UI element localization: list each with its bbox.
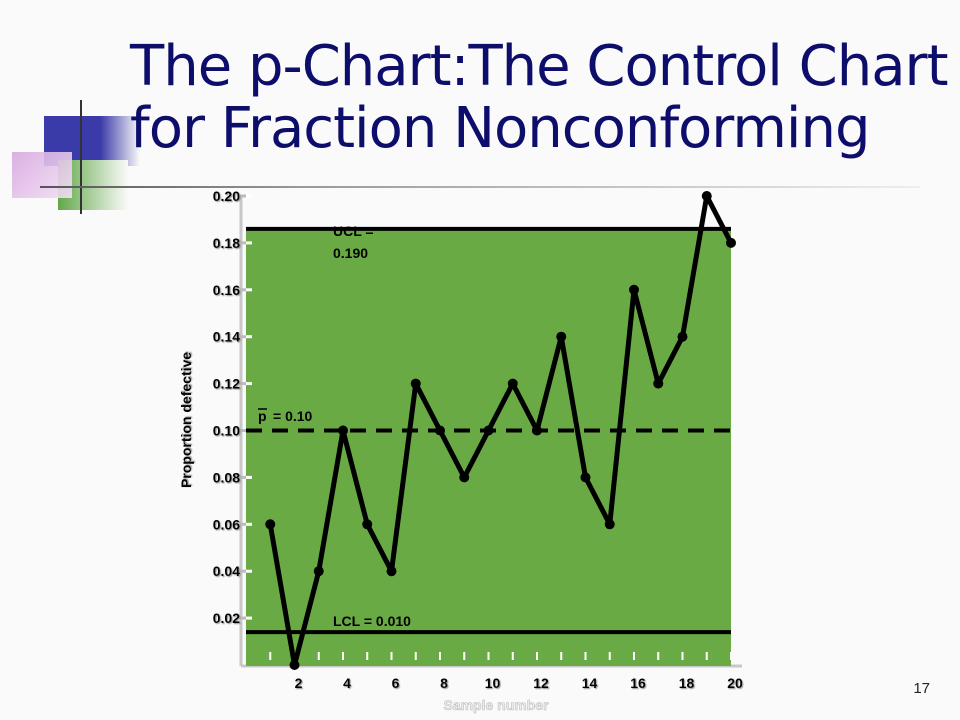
data-point xyxy=(483,425,494,436)
page-number: 17 xyxy=(913,680,930,697)
x-tick-label: 4 xyxy=(343,675,351,691)
data-point xyxy=(313,566,324,577)
center-label: p = 0.10 xyxy=(258,408,313,424)
decor-horizontal-rule xyxy=(40,186,920,188)
data-point xyxy=(556,331,567,342)
data-point xyxy=(386,566,397,577)
x-tick-label: 8 xyxy=(440,675,448,691)
slide-title: The p-Chart:The Control Chart for Fracti… xyxy=(130,36,950,160)
slide-title-line-2: for Fraction Nonconforming xyxy=(130,96,871,161)
y-axis-title: Proportion defective xyxy=(178,352,194,488)
data-point xyxy=(435,425,445,436)
x-tick-label: 6 xyxy=(392,675,400,691)
data-points xyxy=(265,191,736,670)
data-point xyxy=(507,378,518,389)
center-label-value: = 0.10 xyxy=(273,408,313,424)
x-tick-label: 12 xyxy=(533,675,549,691)
x-axis-ticks: 2 4 6 8 10 12 14 16 18 20 xyxy=(269,652,743,691)
x-tick-label: 16 xyxy=(630,675,646,691)
data-point xyxy=(532,425,542,436)
data-point xyxy=(604,519,615,530)
y-tick-label: 0.10 xyxy=(213,423,240,439)
center-label-symbol: p xyxy=(258,408,267,424)
y-tick-label: 0.20 xyxy=(213,188,240,204)
data-point xyxy=(677,331,688,342)
data-point xyxy=(362,519,373,530)
x-axis-title: Sample number xyxy=(443,697,549,713)
lcl-label: LCL = 0.010 xyxy=(333,613,411,629)
data-point xyxy=(580,472,591,483)
data-point xyxy=(459,472,470,483)
x-tick-label: 18 xyxy=(679,675,695,691)
x-tick-label: 20 xyxy=(727,675,743,691)
data-point xyxy=(653,378,664,389)
decor-pink-square xyxy=(12,152,72,198)
slide-title-line-1: The p-Chart:The Control Chart xyxy=(130,34,949,99)
ucl-label-line-1: UCL = xyxy=(333,223,374,239)
data-point xyxy=(410,378,421,389)
ucl-label-line-2: 0.190 xyxy=(333,245,368,261)
y-tick-label: 0.18 xyxy=(213,235,240,251)
data-point xyxy=(629,284,639,295)
data-point xyxy=(338,425,348,436)
y-tick-label: 0.02 xyxy=(213,610,240,626)
data-point xyxy=(701,191,712,201)
x-tick-label: 2 xyxy=(295,675,303,691)
y-axis-ticks: 0.02 0.04 0.06 0.08 0.10 0.12 0.14 0.16 0.18 0.20 xyxy=(213,188,252,626)
data-point xyxy=(265,519,276,530)
y-tick-label: 0.04 xyxy=(213,563,240,579)
y-tick-label: 0.16 xyxy=(213,282,240,298)
y-tick-label: 0.14 xyxy=(213,329,240,345)
series-line xyxy=(267,193,734,668)
x-tick-label: 10 xyxy=(485,675,501,691)
decor-blue-fade xyxy=(100,116,140,166)
x-tick-label: 14 xyxy=(582,675,598,691)
y-tick-label: 0.06 xyxy=(213,516,240,532)
y-tick-label: 0.08 xyxy=(213,469,240,485)
plot-background xyxy=(246,228,731,666)
y-tick-label: 0.12 xyxy=(213,376,240,392)
data-point xyxy=(289,660,300,670)
decor-vertical-line xyxy=(80,100,82,214)
data-point xyxy=(726,237,736,248)
